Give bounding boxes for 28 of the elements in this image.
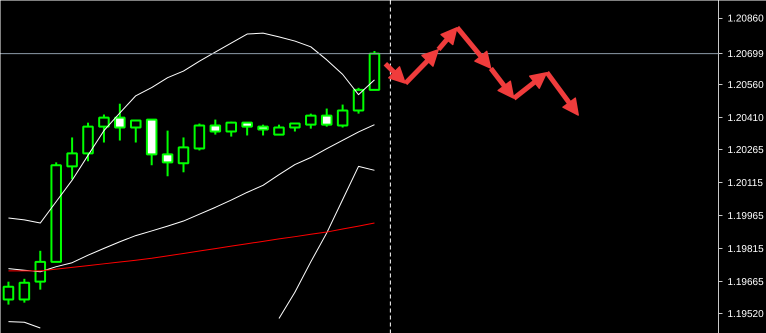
y-tick-label: 1.20410 — [728, 112, 764, 124]
candlestick — [114, 102, 126, 142]
candlestick — [98, 114, 110, 144]
y-tick-label: 1.19815 — [728, 244, 764, 256]
y-tick-label: 1.20115 — [728, 178, 764, 189]
candlestick — [130, 118, 142, 144]
candlestick — [320, 108, 332, 128]
y-tick-label: 1.19665 — [728, 277, 764, 288]
candlestick — [162, 130, 174, 178]
candlestick — [352, 86, 364, 115]
candlestick — [241, 122, 253, 136]
y-tick-label: 1.20860 — [728, 14, 764, 25]
y-tick-label: 1.19520 — [728, 309, 764, 320]
candlestick — [194, 122, 206, 152]
candlestick — [34, 250, 46, 291]
candlestick — [66, 136, 78, 180]
y-tick-label: 1.19965 — [728, 211, 764, 222]
y-tick-label: 1.20560 — [728, 80, 764, 91]
candlestick — [257, 124, 269, 136]
candlestick — [178, 136, 190, 174]
candlestick — [336, 104, 348, 129]
y-tick-label: 1.20699 — [728, 49, 764, 60]
candlestick — [305, 112, 317, 130]
candlestick — [210, 118, 222, 136]
candlestick — [273, 124, 285, 136]
candlestick — [18, 278, 30, 304]
candlestick — [225, 120, 238, 138]
y-tick-label: 1.20265 — [728, 144, 764, 156]
